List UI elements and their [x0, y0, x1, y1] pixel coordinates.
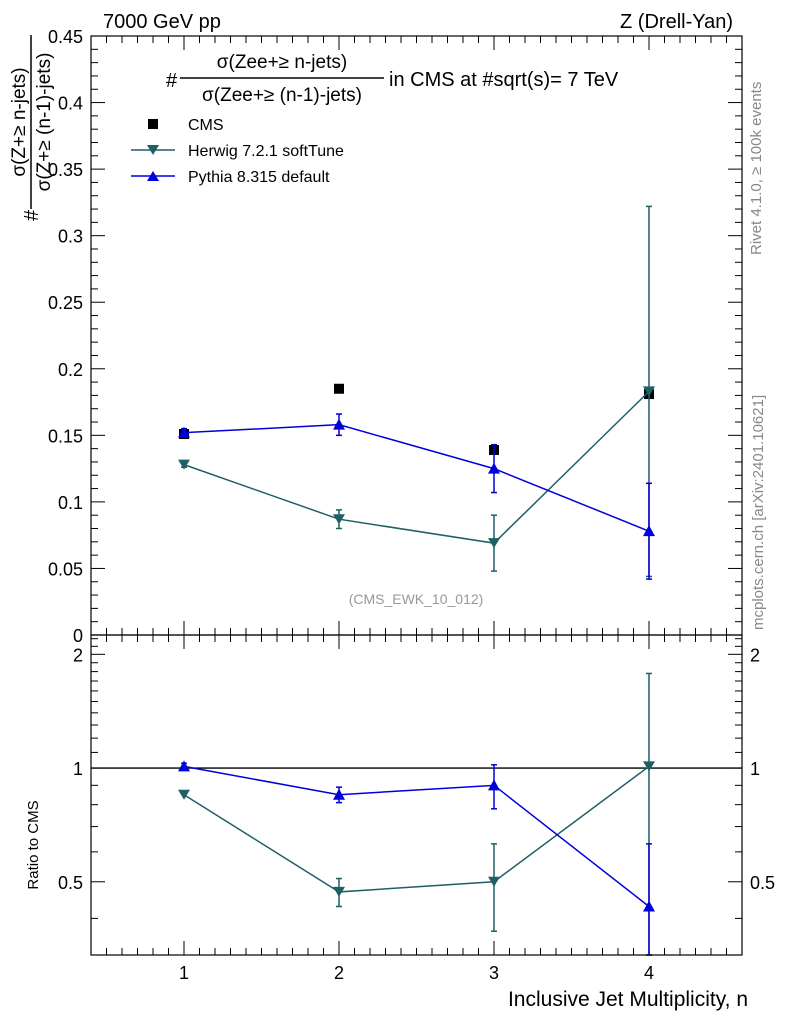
analysis-watermark: (CMS_EWK_10_012)	[349, 591, 484, 607]
ratio-panel-axes: 0.5 0.5 1 1 2 2 1 2 3 4	[58, 635, 775, 983]
legend-marker-cms	[148, 119, 158, 129]
y-tick-label: 0.35	[48, 160, 83, 180]
ratio-y-tick-label: 1	[73, 759, 83, 779]
legend-label-herwig: Herwig 7.2.1 softTune	[188, 143, 344, 160]
pythia-point	[643, 525, 655, 537]
ratio-y-tick-label-right: 2	[750, 645, 760, 665]
ratio-y-tick-label: 0.5	[58, 873, 83, 893]
ratio-y-label: Ratio to CMS	[25, 800, 42, 889]
y-tick-label: 0.45	[48, 27, 83, 47]
legend-label-cms: CMS	[188, 117, 224, 134]
x-tick-label: 1	[179, 963, 189, 983]
pythia-line	[183, 423, 650, 532]
rivet-credit: Rivet 4.1.0, ≥ 100k events	[748, 82, 765, 255]
title-denominator: σ(Zee+≥ (n-1)-jets)	[202, 85, 362, 106]
y-label-numerator: σ(Z+≥ n-jets)	[9, 67, 30, 176]
plot-title: # σ(Zee+≥ n-jets) σ(Zee+≥ (n-1)-jets) in…	[166, 52, 619, 106]
legend: CMS Herwig 7.2.1 softTune Pythia 8.315 d…	[131, 117, 344, 186]
x-tick-label: 4	[644, 963, 654, 983]
ratio-pythia-point	[643, 900, 655, 912]
ratio-pythia-point	[178, 760, 190, 772]
pythia-point	[333, 418, 345, 430]
legend-item-cms: CMS	[148, 117, 224, 134]
title-suffix: in CMS at #sqrt(s)= 7 TeV	[389, 69, 619, 91]
main-panel-axes: 0 0.05 0.1 0.15 0.2 0.25 0.3 0.35 0.4 0.45	[48, 27, 742, 646]
ratio-herwig-point	[643, 761, 655, 772]
pythia-point	[488, 462, 500, 474]
y-tick-label: 0.05	[48, 559, 83, 579]
ratio-herwig-point	[178, 789, 190, 800]
herwig-point	[333, 514, 345, 525]
ratio-pythia-point	[488, 779, 500, 791]
legend-marker-pythia	[147, 171, 159, 181]
legend-marker-herwig	[147, 145, 159, 155]
herwig-line	[183, 390, 650, 544]
y-tick-label: 0	[73, 626, 83, 646]
y-tick-label: 0.3	[58, 227, 83, 247]
x-tick-label: 3	[489, 963, 499, 983]
main-panel-series	[178, 205, 655, 580]
y-tick-label: 0.2	[58, 360, 83, 380]
ratio-panel-frame	[90, 634, 743, 956]
header-right: Z (Drell-Yan)	[620, 11, 733, 33]
ratio-y-tick-label-right: 1	[750, 759, 760, 779]
ratio-pythia-point	[333, 788, 345, 800]
header-left: 7000 GeV pp	[103, 11, 221, 33]
herwig-point	[178, 459, 190, 470]
ratio-herwig-line	[183, 765, 650, 893]
mcplots-credit: mcplots.cern.ch [arXiv:2401.10621]	[750, 395, 767, 630]
herwig-point	[488, 538, 500, 549]
y-label-prefix: #	[21, 209, 43, 221]
ratio-y-tick-label-right: 0.5	[750, 873, 775, 893]
ratio-herwig-point	[333, 886, 345, 897]
ratio-y-tick-label: 2	[73, 645, 83, 665]
legend-label-pythia: Pythia 8.315 default	[188, 169, 330, 186]
y-axis-label: # σ(Z+≥ n-jets) σ(Z+≥ (n-1)-jets)	[9, 35, 55, 221]
y-tick-label: 0.1	[58, 493, 83, 513]
title-numerator: σ(Zee+≥ n-jets)	[217, 52, 347, 73]
legend-item-herwig: Herwig 7.2.1 softTune	[131, 143, 344, 160]
x-axis-label: Inclusive Jet Multiplicity, n	[508, 988, 748, 1011]
ratio-panel-series	[178, 672, 655, 956]
y-label-denominator: σ(Z+≥ (n-1)-jets)	[34, 53, 55, 192]
y-tick-label: 0.4	[58, 94, 83, 114]
y-tick-label: 0.25	[48, 293, 83, 313]
legend-item-pythia: Pythia 8.315 default	[131, 169, 330, 186]
herwig-point	[643, 386, 655, 397]
title-prefix: #	[166, 70, 178, 92]
y-tick-label: 0.15	[48, 426, 83, 446]
ratio-pythia-line	[183, 765, 650, 908]
x-tick-label: 2	[334, 963, 344, 983]
ratio-herwig-point	[488, 876, 500, 887]
pythia-point	[178, 426, 190, 438]
cms-point	[334, 383, 344, 394]
